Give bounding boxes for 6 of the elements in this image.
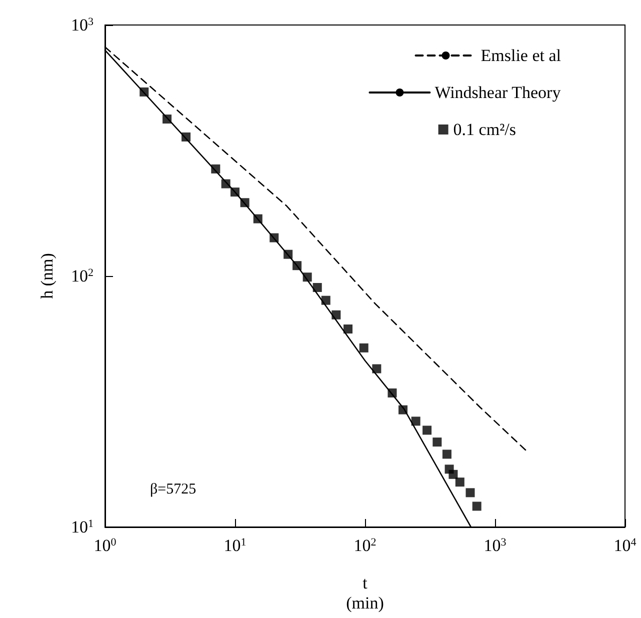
legend-label: 0.1 cm²/s [453,120,516,139]
legend-label: Emslie et al [480,46,562,65]
legend-label: Windshear Theory [434,83,562,102]
y-axis-title: h (nm) [38,253,56,299]
x-axis-title: t (min) [346,573,384,612]
annotation: β=5725 [150,482,196,498]
